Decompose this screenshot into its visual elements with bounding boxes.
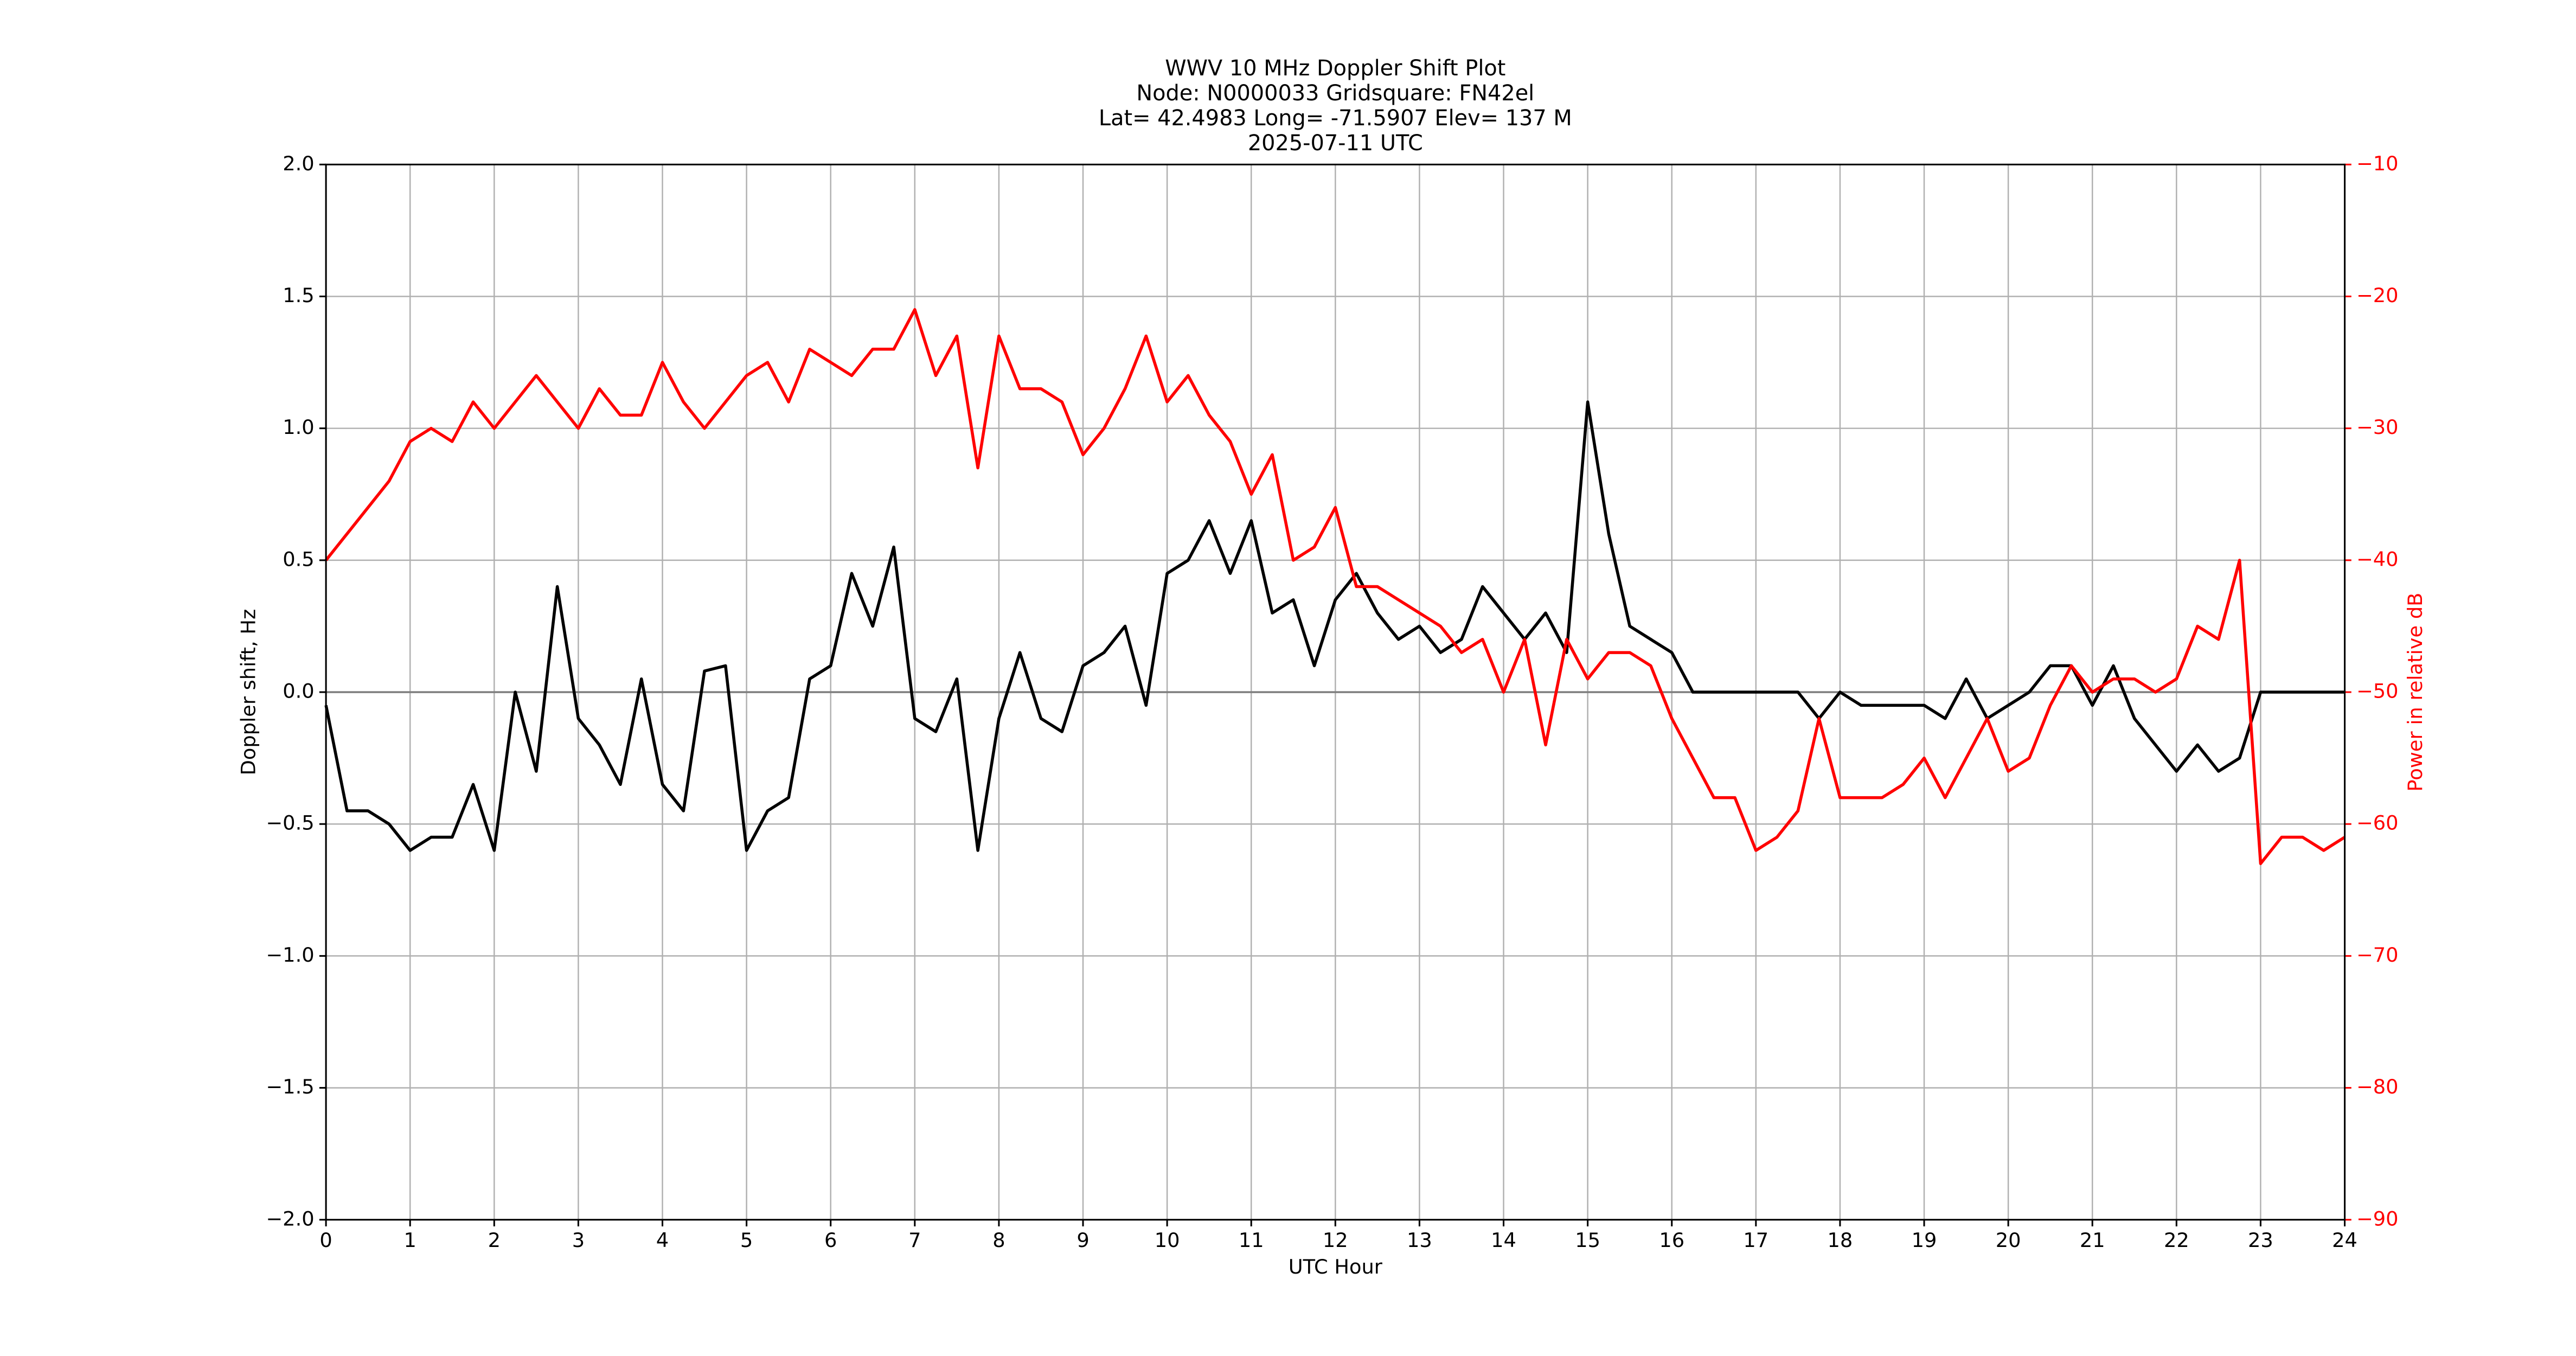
y2-tick-label: −60: [2356, 811, 2399, 835]
x-tick-label: 5: [740, 1229, 753, 1252]
x-tick-label: 0: [319, 1229, 332, 1252]
y-tick-label: −1.0: [266, 943, 314, 967]
y-tick-label: 0.5: [283, 547, 314, 571]
x-axis-label: UTC Hour: [1289, 1255, 1383, 1278]
y2-tick-label: −50: [2356, 680, 2399, 703]
y-tick-label: 0.0: [283, 680, 314, 703]
y2-tick-label: −20: [2356, 284, 2399, 307]
chart-title: WWV 10 MHz Doppler Shift Plot: [1165, 56, 1505, 81]
y2-tick-label: −90: [2356, 1207, 2399, 1230]
data-line: [324, 400, 2345, 852]
chart-title: 2025-07-11 UTC: [1248, 131, 1423, 156]
x-tick-label: 21: [2080, 1229, 2105, 1252]
x-tick-label: 11: [1239, 1229, 1264, 1252]
data-line: [324, 308, 2346, 865]
x-tick-label: 18: [1828, 1229, 1853, 1252]
x-tick-label: 15: [1575, 1229, 1600, 1252]
x-tick-label: 3: [572, 1229, 585, 1252]
x-tick-label: 9: [1076, 1229, 1089, 1252]
x-tick-label: 14: [1491, 1229, 1516, 1252]
y2-tick-label: −30: [2356, 415, 2399, 439]
x-tick-label: 19: [1912, 1229, 1937, 1252]
y2-tick-label: −70: [2356, 943, 2399, 967]
y2-tick-label: −40: [2356, 547, 2399, 571]
chart-title: Node: N0000033 Gridsquare: FN42el: [1136, 81, 1534, 106]
y-tick-label: 1.5: [283, 284, 314, 307]
x-tick-label: 4: [656, 1229, 669, 1252]
x-tick-label: 12: [1323, 1229, 1348, 1252]
y2-tick-label: −80: [2356, 1075, 2399, 1098]
y-tick-label: −0.5: [266, 811, 314, 835]
y-tick-label: −1.5: [266, 1075, 314, 1098]
y2-tick-label: −10: [2356, 152, 2399, 175]
chart-title: Lat= 42.4983 Long= -71.5907 Elev= 137 M: [1099, 106, 1572, 131]
y-axis-label: Doppler shift, Hz: [237, 609, 260, 776]
x-tick-label: 24: [2332, 1229, 2357, 1252]
y2-axis-label: Power in relative dB: [2404, 593, 2427, 792]
x-tick-label: 16: [1659, 1229, 1684, 1252]
x-tick-label: 10: [1155, 1229, 1180, 1252]
x-tick-label: 13: [1407, 1229, 1432, 1252]
x-tick-label: 7: [908, 1229, 921, 1252]
x-tick-label: 1: [404, 1229, 416, 1252]
y-tick-label: 1.0: [283, 415, 314, 439]
x-tick-label: 6: [824, 1229, 837, 1252]
x-tick-label: 23: [2248, 1229, 2273, 1252]
x-tick-label: 22: [2164, 1229, 2189, 1252]
x-tick-label: 20: [1996, 1229, 2021, 1252]
y-tick-label: −2.0: [266, 1207, 314, 1230]
y-tick-label: 2.0: [283, 152, 314, 175]
x-tick-label: 2: [488, 1229, 501, 1252]
x-tick-label: 8: [992, 1229, 1005, 1252]
x-tick-label: 17: [1743, 1229, 1768, 1252]
